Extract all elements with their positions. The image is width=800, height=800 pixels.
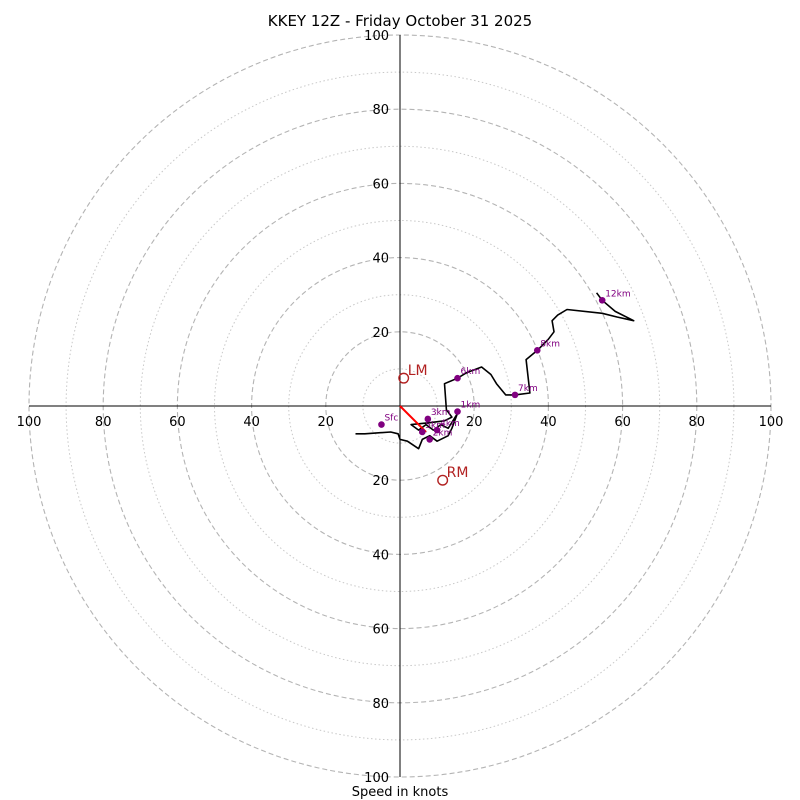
y-tick-label: 40 — [372, 252, 389, 267]
shear-vector-group — [399, 405, 427, 433]
y-tick-label: 40 — [372, 548, 389, 563]
height-point-1km — [454, 408, 461, 415]
x-tick-label: 80 — [689, 415, 706, 430]
x-tick-label: 100 — [17, 415, 42, 430]
x-axis-label: Speed in knots — [352, 785, 449, 800]
height-label-6km: 6km — [461, 367, 481, 377]
y-tick-label: 20 — [372, 474, 389, 489]
x-tick-label: 20 — [318, 415, 335, 430]
storm-motion-label-lm: LM — [408, 363, 428, 379]
x-tick-label: 60 — [614, 415, 631, 430]
y-tick-label: 60 — [372, 177, 389, 192]
height-point-5km — [418, 428, 426, 436]
storm-motion-point-lm — [398, 372, 410, 384]
storm-motion-label-rm: RM — [447, 465, 469, 481]
x-tick-label: 20 — [466, 415, 483, 430]
height-label-5km: 5km — [425, 421, 445, 431]
height-label-3km: 3km — [431, 408, 451, 418]
height-point-sfc — [378, 421, 385, 428]
height-point-4km — [433, 426, 441, 434]
x-tick-label: 40 — [243, 415, 260, 430]
storm-motion-point-rm — [437, 474, 449, 486]
y-tick-label: 100 — [364, 771, 389, 786]
hodograph-line — [355, 292, 635, 450]
wind-profile-trace — [355, 292, 635, 450]
height-label-12km: 12km — [605, 289, 630, 299]
height-label-7km: 7km — [518, 384, 538, 394]
height-label-1km: 1km — [461, 401, 481, 411]
height-point-3km — [424, 415, 432, 423]
height-label-8km: 8km — [540, 339, 560, 349]
x-tick-label: 100 — [759, 415, 784, 430]
y-tick-label: 80 — [372, 103, 389, 118]
height-point-8km — [533, 347, 541, 354]
height-point-12km — [598, 296, 606, 304]
height-label-2km: 2km — [433, 428, 453, 438]
height-point-7km — [511, 391, 519, 399]
height-label-sfc: Sfc — [384, 414, 398, 424]
y-tick-label: 80 — [372, 697, 389, 712]
x-tick-label: 60 — [169, 415, 186, 430]
chart-title: KKEY 12Z - Friday October 31 2025 — [268, 12, 532, 30]
y-tick-label: 20 — [372, 326, 389, 341]
x-tick-label: 80 — [95, 415, 112, 430]
y-tick-label: 100 — [364, 29, 389, 44]
x-tick-label: 40 — [540, 415, 557, 430]
height-label-4km: 4km — [440, 419, 460, 429]
shear-vector — [399, 405, 427, 433]
storm-motion-markers: LM RM — [398, 363, 469, 486]
height-point-2km — [426, 436, 433, 443]
tick-labels: 100 80 60 40 20 20 40 60 80 100 100 80 60 40 20 20 40 60 8… — [17, 29, 784, 786]
height-point-6km — [454, 374, 461, 382]
y-tick-label: 60 — [372, 623, 389, 638]
